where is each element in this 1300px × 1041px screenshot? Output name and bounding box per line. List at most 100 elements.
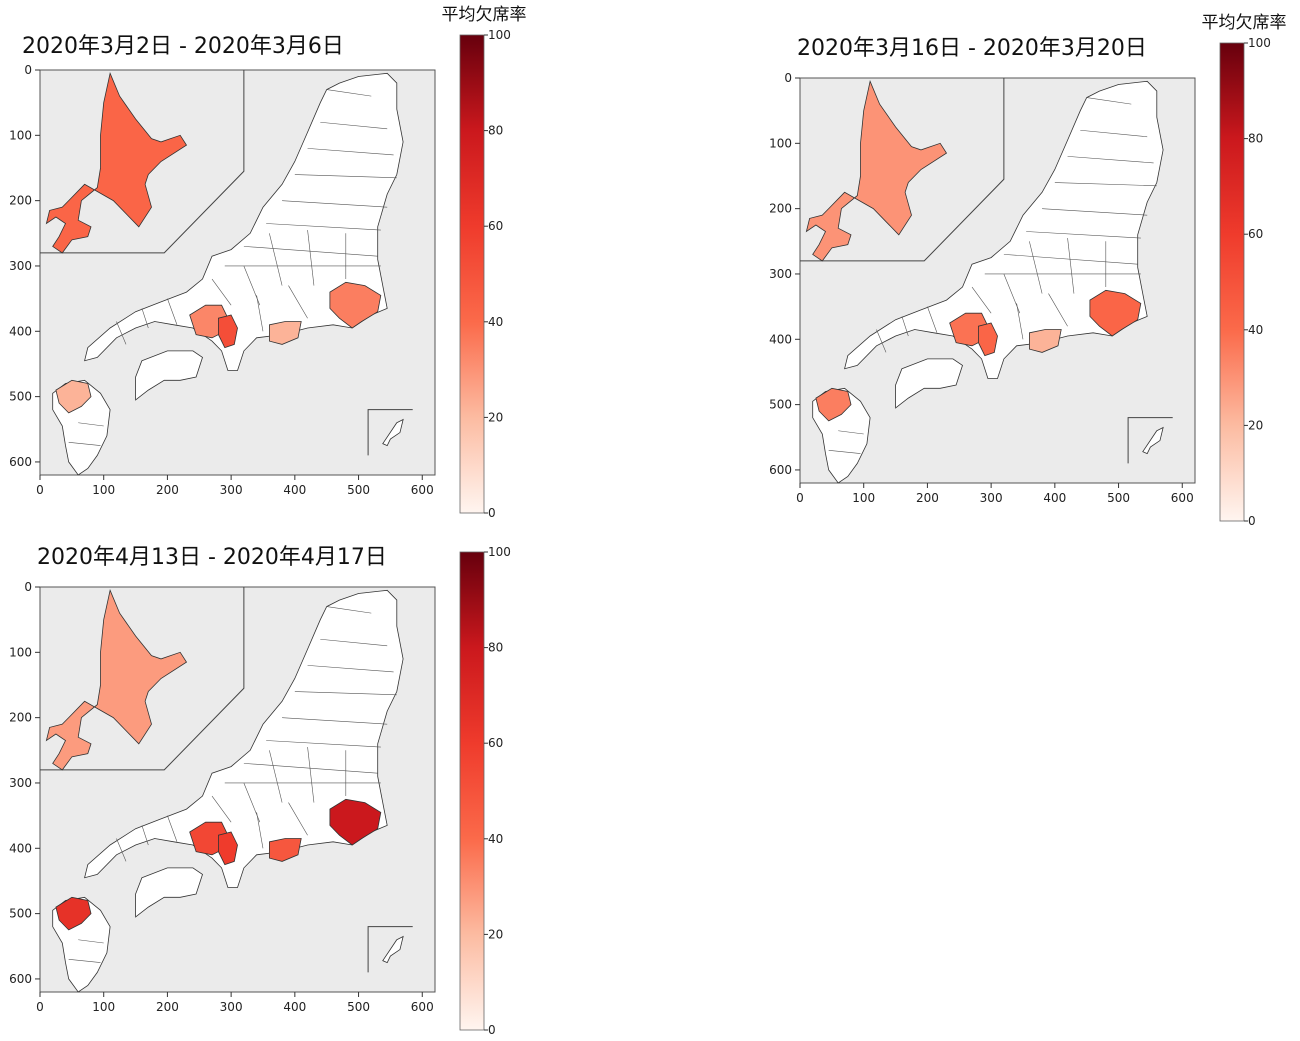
y-tick-label: 200 (9, 711, 32, 725)
colorbar-tick-label: 40 (1248, 323, 1263, 337)
prefecture-border (116, 321, 127, 345)
y-tick-label: 500 (9, 907, 32, 921)
colorbar-tick-label: 0 (488, 1023, 496, 1037)
map-panel-2: 2020年3月16日 - 2020年3月20日 0 100 200 300 400 500… (760, 8, 1300, 532)
colorbar-tick-label: 80 (488, 641, 503, 655)
colorbar-tick-label: 60 (1248, 227, 1263, 241)
region-fukuoka (55, 896, 92, 931)
region-hokkaido (45, 71, 188, 254)
colorbar-tick-label: 60 (488, 219, 503, 233)
y-tick-label: 200 (9, 194, 32, 208)
x-tick-label: 500 (1107, 491, 1130, 505)
prefecture-border (256, 295, 264, 332)
colorbar-tick-label: 20 (488, 410, 503, 424)
prefecture-border (167, 815, 178, 842)
okinawa-shape (382, 935, 404, 964)
island-shikoku (895, 358, 963, 409)
prefecture-border (211, 278, 232, 306)
y-tick-label: 600 (9, 972, 32, 986)
prefecture-border (307, 148, 394, 156)
prefecture-border (307, 665, 394, 673)
prefecture-border (1067, 156, 1154, 164)
x-tick-label: 500 (347, 483, 370, 497)
choropleth-map: 0 100 200 300 400 500 600010020030040050060002… (769, 13, 1287, 528)
y-tick-label: 300 (9, 259, 32, 273)
okinawa-inset-frame (1127, 417, 1173, 464)
colorbar-tick-label: 80 (488, 124, 503, 138)
x-tick-label: 200 (156, 483, 179, 497)
y-tick-label: 0 (24, 63, 32, 77)
prefecture-border (1048, 293, 1068, 327)
prefecture-border (78, 939, 104, 944)
prefecture-border (307, 747, 315, 803)
x-tick-label: 600 (411, 1000, 434, 1014)
x-tick-label: 400 (1043, 491, 1066, 505)
prefecture-border (838, 430, 864, 435)
island-honshu (844, 80, 1164, 379)
colorbar-tick-label: 100 (488, 545, 511, 559)
prefecture-border (68, 442, 101, 446)
prefecture-border (294, 174, 397, 179)
prefecture-border (256, 812, 264, 849)
island-honshu (84, 72, 404, 371)
okinawa-shape (382, 418, 404, 447)
prefecture-border (211, 795, 232, 823)
colorbar-tick-label: 100 (488, 28, 511, 42)
prefecture-border (1016, 303, 1024, 340)
island-shikoku (135, 350, 203, 401)
prefecture-border (282, 717, 388, 725)
colorbar (459, 34, 485, 514)
prefecture-border (167, 298, 178, 325)
okinawa-inset-frame (367, 409, 413, 456)
prefecture-border (78, 422, 104, 427)
prefecture-border (326, 606, 372, 614)
region-tokyo-bay (329, 798, 382, 846)
x-tick-label: 400 (283, 483, 306, 497)
panel-title: 2020年4月13日 - 2020年4月17日 (37, 545, 387, 570)
prefecture-border (141, 308, 149, 329)
prefecture-border (269, 750, 283, 803)
x-tick-label: 300 (980, 491, 1003, 505)
colorbar-label: 平均欠席率 (442, 5, 527, 25)
region-tokyo-bay (1089, 289, 1142, 337)
y-tick-label: 0 (24, 580, 32, 594)
prefecture-border (68, 959, 101, 963)
y-tick-label: 600 (9, 455, 32, 469)
prefecture-border (307, 230, 315, 286)
prefecture-border (243, 246, 378, 257)
x-tick-label: 600 (1171, 491, 1194, 505)
y-tick-label: 400 (9, 841, 32, 855)
prefecture-border (326, 89, 372, 97)
y-tick-label: 600 (769, 463, 792, 477)
colorbar (1219, 42, 1245, 522)
hokkaido-inset-frame (40, 70, 245, 254)
prefecture-border (288, 802, 308, 836)
prefecture-border (266, 223, 381, 231)
x-tick-label: 0 (36, 1000, 44, 1014)
region-hokkaido (45, 588, 188, 771)
okinawa-shape (1142, 426, 1164, 455)
colorbar-tick-label: 40 (488, 832, 503, 846)
colorbar-tick-label: 40 (488, 315, 503, 329)
prefecture-border (1067, 238, 1075, 294)
prefecture-border (320, 121, 388, 130)
y-tick-label: 0 (784, 71, 792, 85)
colorbar-tick-label: 80 (1248, 132, 1263, 146)
hokkaido-inset-frame (40, 587, 245, 771)
prefecture-border (901, 316, 909, 337)
colorbar-tick-label: 0 (1248, 514, 1256, 528)
region-osaka (978, 322, 998, 357)
colorbar-label: 平均欠席率 (1202, 13, 1287, 33)
y-tick-label: 100 (9, 128, 32, 142)
x-tick-label: 100 (92, 483, 115, 497)
y-tick-label: 500 (9, 390, 32, 404)
colorbar-tick-label: 60 (488, 736, 503, 750)
x-tick-label: 300 (220, 1000, 243, 1014)
prefecture-border (266, 740, 381, 748)
region-shizuoka (269, 838, 302, 862)
y-tick-label: 400 (9, 324, 32, 338)
prefecture-border (1029, 241, 1043, 294)
colorbar-tick-label: 20 (1248, 418, 1263, 432)
y-tick-label: 200 (769, 202, 792, 216)
region-tokyo-bay (329, 281, 382, 329)
